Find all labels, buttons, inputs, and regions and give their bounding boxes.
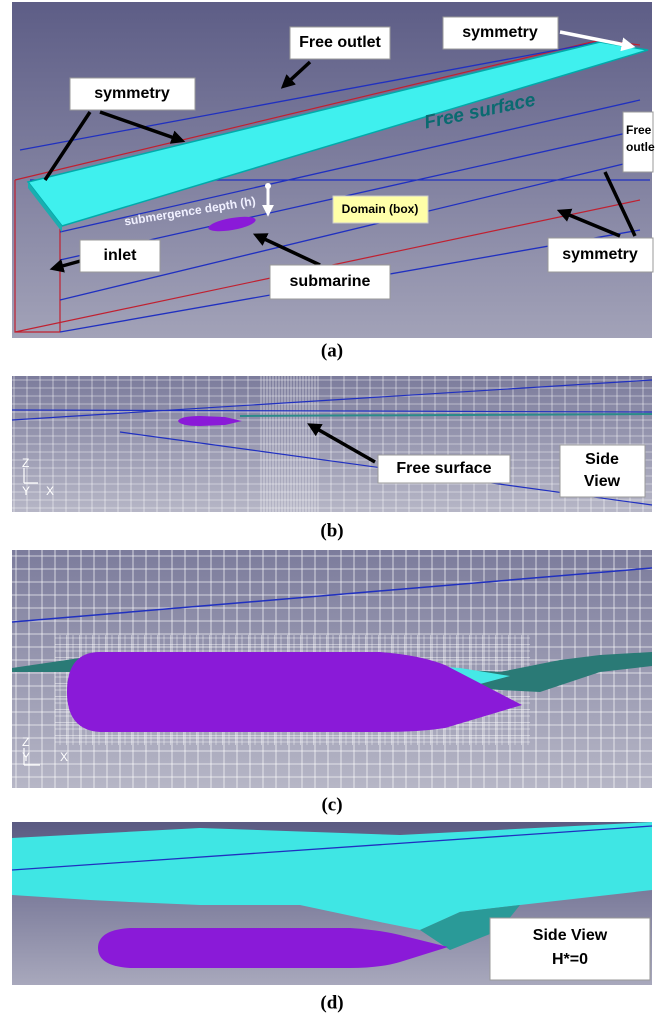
axis-label: Z (22, 735, 29, 749)
submarine-label: submarine (290, 273, 371, 290)
symmetry-label: symmetry (462, 24, 538, 41)
axis-label: Y (22, 484, 30, 498)
caption: (d) (320, 992, 343, 1013)
inlet-label: inlet (104, 247, 138, 264)
symmetry-label: symmetry (94, 85, 170, 102)
free-outlet-label: outle (626, 140, 655, 154)
axis-label: X (60, 750, 68, 764)
panel-d: Side View H*=0 (12, 822, 652, 985)
view-label: View (584, 473, 621, 490)
depth-marker (265, 183, 271, 189)
domain-label: Domain (box) (342, 202, 419, 216)
caption: (a) (321, 340, 343, 361)
free-outlet-label: Free outlet (299, 34, 381, 51)
free-surface-label: Free surface (396, 460, 491, 477)
caption: (c) (321, 794, 342, 815)
free-outlet-label: Free (626, 123, 652, 137)
axis-label: Z (22, 456, 29, 470)
submarine-shape (98, 928, 448, 968)
caption: (b) (320, 520, 343, 541)
view-label: Side View (533, 927, 608, 944)
figure: submergence depth (h) Free surface Free … (0, 0, 655, 1016)
symmetry-label: symmetry (562, 246, 638, 263)
axis-label: X (46, 484, 54, 498)
view-label: H*=0 (552, 951, 588, 968)
axis-label: Y (22, 750, 30, 764)
panel-a: submergence depth (h) Free surface Free … (12, 2, 655, 338)
view-label: Side (585, 451, 619, 468)
